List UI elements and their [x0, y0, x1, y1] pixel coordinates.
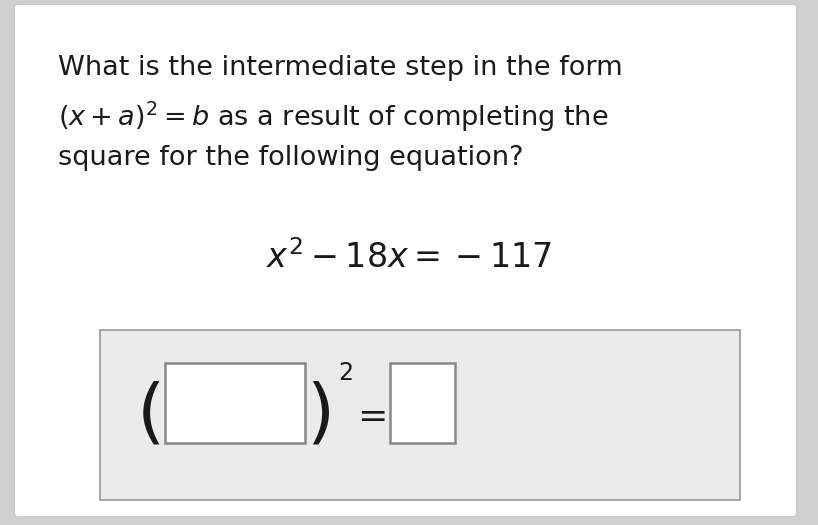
Text: $x^2 - 18x = -117$: $x^2 - 18x = -117$ [266, 240, 552, 276]
Text: What is the intermediate step in the form: What is the intermediate step in the for… [58, 55, 622, 81]
Text: $(x+a)^2 = b$ as a result of completing the: $(x+a)^2 = b$ as a result of completing … [58, 100, 609, 134]
FancyBboxPatch shape [165, 363, 305, 443]
Text: $($: $($ [136, 381, 160, 449]
Text: $=$: $=$ [350, 398, 386, 432]
Text: $2$: $2$ [338, 361, 353, 385]
FancyBboxPatch shape [100, 330, 740, 500]
FancyBboxPatch shape [390, 363, 455, 443]
FancyBboxPatch shape [14, 4, 797, 517]
Text: $)$: $)$ [306, 381, 330, 449]
Text: square for the following equation?: square for the following equation? [58, 145, 524, 171]
